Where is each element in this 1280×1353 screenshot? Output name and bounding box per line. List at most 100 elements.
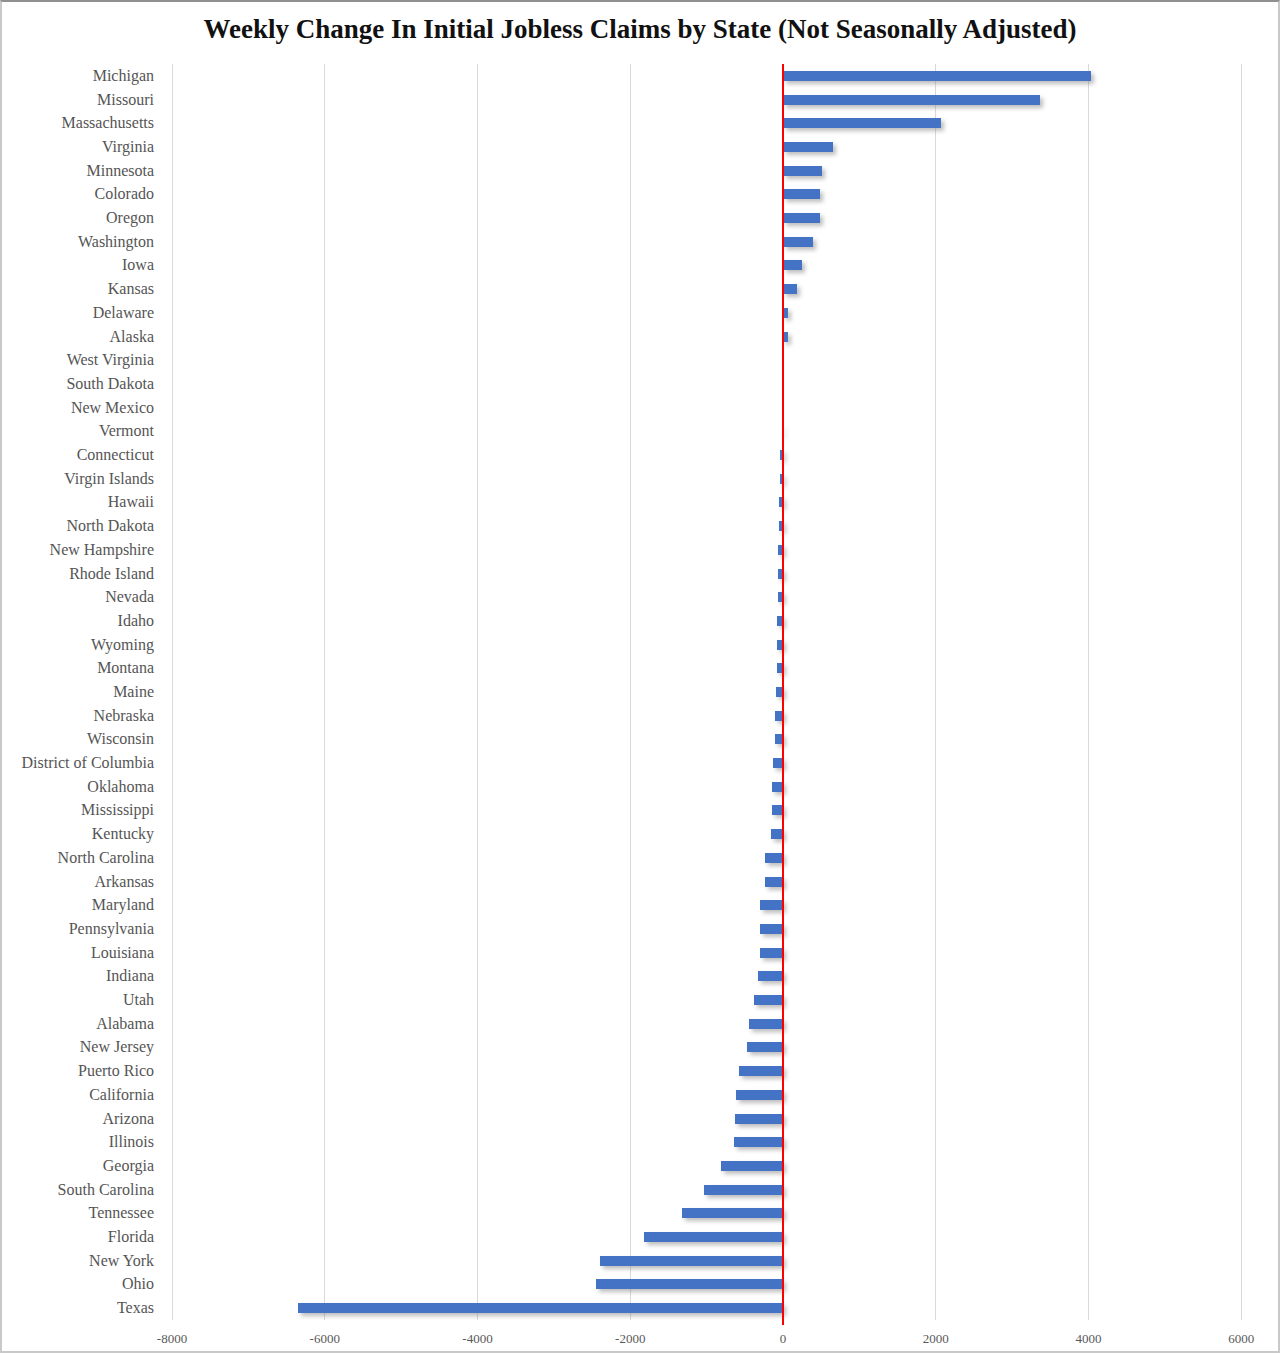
- state-label: New Hampshire: [2, 542, 154, 558]
- state-label: Minnesota: [2, 163, 154, 179]
- state-label: Kansas: [2, 281, 154, 297]
- gridline: [477, 64, 478, 1320]
- gridline: [630, 64, 631, 1320]
- state-label: Alabama: [2, 1016, 154, 1032]
- state-label: New Mexico: [2, 400, 154, 416]
- state-label: Alaska: [2, 329, 154, 345]
- state-label: Arkansas: [2, 874, 154, 890]
- state-label: Washington: [2, 234, 154, 250]
- chart-frame: Weekly Change In Initial Jobless Claims …: [0, 0, 1280, 1353]
- state-label: Massachusetts: [2, 115, 154, 131]
- gridline: [172, 64, 173, 1320]
- state-label: North Dakota: [2, 518, 154, 534]
- plot-area: -8000 -6000 -4000 -2000 0 2000 4000 6000 Michiga…: [2, 2, 1278, 1351]
- bar-california: [736, 1090, 783, 1100]
- state-label: Wisconsin: [2, 731, 154, 747]
- state-label: Connecticut: [2, 447, 154, 463]
- bar-florida: [644, 1232, 783, 1242]
- state-label: West Virginia: [2, 352, 154, 368]
- state-label: Maine: [2, 684, 154, 700]
- state-label: New Jersey: [2, 1039, 154, 1055]
- bar-louisiana: [760, 948, 783, 958]
- state-label: South Dakota: [2, 376, 154, 392]
- gridline: [1241, 64, 1242, 1320]
- bar-north-carolina: [765, 853, 783, 863]
- state-label: District of Columbia: [2, 755, 154, 771]
- state-label: Virgin Islands: [2, 471, 154, 487]
- state-label: Puerto Rico: [2, 1063, 154, 1079]
- state-label: Mississippi: [2, 802, 154, 818]
- state-label: Michigan: [2, 68, 154, 84]
- bar-minnesota: [783, 166, 822, 176]
- state-label: Indiana: [2, 968, 154, 984]
- state-label: Vermont: [2, 423, 154, 439]
- bar-indiana: [758, 971, 783, 981]
- bar-tennessee: [682, 1208, 783, 1218]
- state-label: California: [2, 1087, 154, 1103]
- state-label: Delaware: [2, 305, 154, 321]
- state-label: Nebraska: [2, 708, 154, 724]
- bar-oregon: [783, 213, 820, 223]
- state-label: North Carolina: [2, 850, 154, 866]
- state-label: Louisiana: [2, 945, 154, 961]
- state-label: Arizona: [2, 1111, 154, 1127]
- x-axis-tick-label: -4000: [462, 1332, 492, 1345]
- bar-alabama: [749, 1019, 783, 1029]
- state-label: South Carolina: [2, 1182, 154, 1198]
- bar-washington: [783, 237, 813, 247]
- bar-missouri: [783, 95, 1040, 105]
- state-label: Missouri: [2, 92, 154, 108]
- state-label: Ohio: [2, 1276, 154, 1292]
- state-label: Montana: [2, 660, 154, 676]
- bar-puerto-rico: [739, 1066, 783, 1076]
- state-label: Oregon: [2, 210, 154, 226]
- state-label: Pennsylvania: [2, 921, 154, 937]
- state-label: Virginia: [2, 139, 154, 155]
- bar-kansas: [783, 284, 797, 294]
- x-axis-tick-label: -6000: [310, 1332, 340, 1345]
- bar-massachusetts: [783, 118, 941, 128]
- bar-illinois: [734, 1137, 783, 1147]
- state-label: Wyoming: [2, 637, 154, 653]
- state-label: Tennessee: [2, 1205, 154, 1221]
- bar-ohio: [596, 1279, 783, 1289]
- state-label: New York: [2, 1253, 154, 1269]
- bar-georgia: [721, 1161, 783, 1171]
- state-label: Maryland: [2, 897, 154, 913]
- bar-maryland: [760, 900, 783, 910]
- gridline: [935, 64, 936, 1320]
- bar-michigan: [783, 71, 1091, 81]
- state-label: Kentucky: [2, 826, 154, 842]
- gridline: [1088, 64, 1089, 1320]
- bar-new-york: [600, 1256, 783, 1266]
- bar-texas: [298, 1303, 783, 1313]
- state-label: Utah: [2, 992, 154, 1008]
- state-label: Texas: [2, 1300, 154, 1316]
- state-label: Georgia: [2, 1158, 154, 1174]
- gridline: [324, 64, 325, 1320]
- x-axis-tick-label: 0: [780, 1332, 787, 1345]
- state-label: Iowa: [2, 257, 154, 273]
- state-label: Idaho: [2, 613, 154, 629]
- state-label: Oklahoma: [2, 779, 154, 795]
- state-label: Florida: [2, 1229, 154, 1245]
- bar-arizona: [735, 1114, 783, 1124]
- bar-iowa: [783, 260, 802, 270]
- x-axis-tick-label: 4000: [1076, 1332, 1102, 1345]
- bar-south-carolina: [704, 1185, 783, 1195]
- bar-colorado: [783, 189, 820, 199]
- state-label: Rhode Island: [2, 566, 154, 582]
- bar-utah: [754, 995, 783, 1005]
- bar-arkansas: [765, 877, 783, 887]
- x-axis-tick-label: -8000: [157, 1332, 187, 1345]
- state-label: Illinois: [2, 1134, 154, 1150]
- x-axis-tick-label: 2000: [923, 1332, 949, 1345]
- x-axis-tick-label: -2000: [615, 1332, 645, 1345]
- x-axis-tick-label: 6000: [1228, 1332, 1254, 1345]
- state-label: Hawaii: [2, 494, 154, 510]
- state-label: Nevada: [2, 589, 154, 605]
- zero-line: [782, 64, 785, 1325]
- state-label: Colorado: [2, 186, 154, 202]
- bar-new-jersey: [747, 1042, 783, 1052]
- bar-pennsylvania: [760, 924, 783, 934]
